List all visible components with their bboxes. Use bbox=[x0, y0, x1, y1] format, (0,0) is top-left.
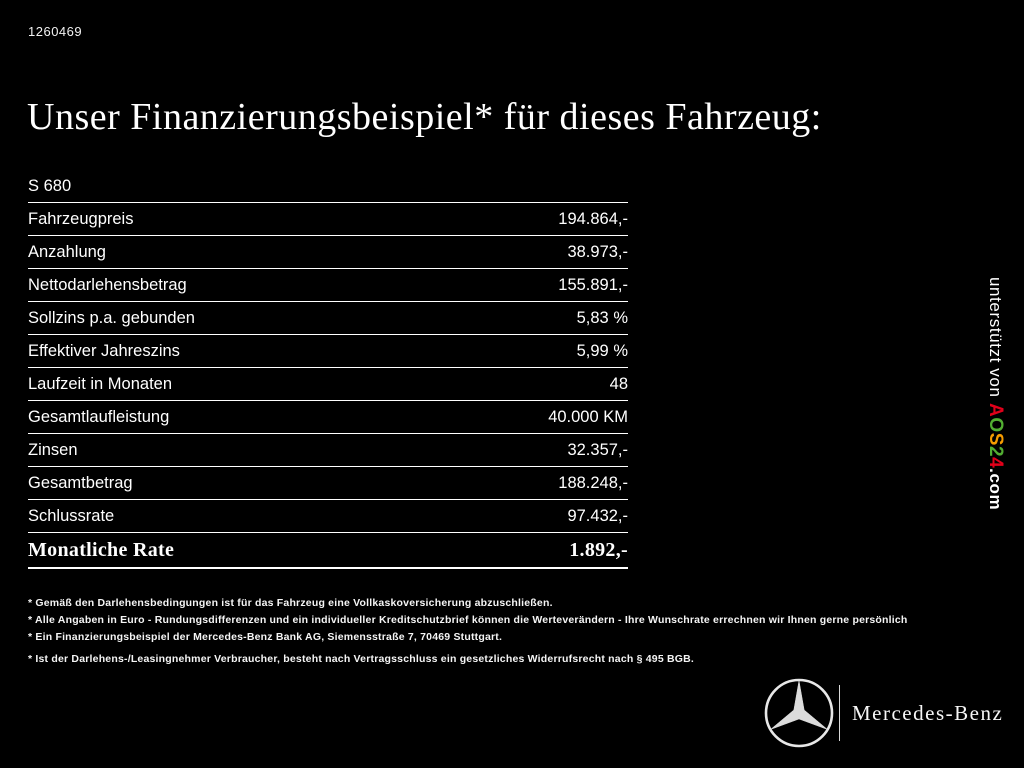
table-row: Sollzins p.a. gebunden 5,83 % bbox=[28, 302, 628, 335]
row-label: Nettodarlehensbetrag bbox=[28, 275, 187, 294]
document-id: 1260469 bbox=[28, 24, 83, 39]
aos24-brand-letter: 2 bbox=[985, 445, 1006, 457]
aos24-domain-suffix: .com bbox=[986, 468, 1005, 511]
monthly-rate-row: Monatliche Rate 1.892,- bbox=[28, 533, 628, 569]
aos24-brand-letter: O bbox=[985, 417, 1006, 433]
monthly-rate-label: Monatliche Rate bbox=[28, 538, 175, 561]
row-value: 155.891,- bbox=[558, 275, 628, 294]
row-label: Zinsen bbox=[28, 440, 78, 459]
row-value: 5,83 % bbox=[576, 308, 628, 327]
mercedes-star-icon bbox=[764, 678, 834, 748]
brand-wordmark: Mercedes-Benz bbox=[852, 700, 1004, 725]
row-value: 48 bbox=[609, 374, 628, 393]
table-row: Zinsen 32.357,- bbox=[28, 434, 628, 467]
page-title: Unser Finanzierungsbeispiel* für dieses … bbox=[27, 96, 822, 139]
row-value: 188.248,- bbox=[558, 473, 628, 492]
aos24-vertical-banner: unterstützt von AOS24.com bbox=[984, 277, 1006, 510]
footnotes: * Gemäß den Darlehensbedingungen ist für… bbox=[28, 597, 988, 670]
row-label: Gesamtlaufleistung bbox=[28, 407, 170, 426]
row-label: Schlussrate bbox=[28, 506, 115, 525]
table-row: Gesamtbetrag 188.248,- bbox=[28, 467, 628, 500]
table-row: Fahrzeugpreis 194.864,- bbox=[28, 203, 628, 236]
table-row: Schlussrate 97.432,- bbox=[28, 500, 628, 533]
brand-footer: Mercedes-Benz bbox=[763, 677, 1003, 749]
footer-divider bbox=[839, 685, 840, 741]
row-value: 194.864,- bbox=[558, 209, 628, 228]
table-row: Laufzeit in Monaten 48 bbox=[28, 368, 628, 401]
row-label: Fahrzeugpreis bbox=[28, 209, 134, 228]
table-row: Anzahlung 38.973,- bbox=[28, 236, 628, 269]
model-row: S 680 bbox=[28, 170, 628, 203]
finance-table: S 680 Fahrzeugpreis 194.864,- Anzahlung … bbox=[28, 170, 628, 569]
aos24-logo: AOS24 bbox=[985, 402, 1006, 469]
footnote: * Alle Angaben in Euro - Rundungsdiffere… bbox=[28, 614, 908, 626]
supported-by-text: unterstützt von bbox=[986, 277, 1005, 403]
row-value: 38.973,- bbox=[567, 242, 628, 261]
footnote: * Ein Finanzierungsbeispiel der Mercedes… bbox=[28, 631, 503, 643]
row-label: Laufzeit in Monaten bbox=[28, 374, 173, 393]
table-row: Nettodarlehensbetrag 155.891,- bbox=[28, 269, 628, 302]
footnote: * Ist der Darlehens-/Leasingnehmer Verbr… bbox=[28, 653, 695, 665]
row-value: 97.432,- bbox=[567, 506, 628, 525]
row-label: Sollzins p.a. gebunden bbox=[28, 308, 195, 327]
row-label: Anzahlung bbox=[28, 242, 106, 261]
row-label: Gesamtbetrag bbox=[28, 473, 133, 492]
footnote: * Gemäß den Darlehensbedingungen ist für… bbox=[28, 597, 553, 609]
table-row: Gesamtlaufleistung 40.000 KM bbox=[28, 401, 628, 434]
row-value: 40.000 KM bbox=[548, 407, 628, 426]
row-label: Effektiver Jahreszins bbox=[28, 341, 180, 360]
aos24-brand-letter: S bbox=[985, 432, 1006, 446]
monthly-rate-value: 1.892,- bbox=[569, 538, 628, 561]
aos24-brand-letter: A bbox=[985, 402, 1006, 418]
table-row: Effektiver Jahreszins 5,99 % bbox=[28, 335, 628, 368]
model-name: S 680 bbox=[28, 176, 72, 195]
row-value: 5,99 % bbox=[576, 341, 628, 360]
aos24-brand-letter: 4 bbox=[985, 457, 1006, 469]
row-value: 32.357,- bbox=[567, 440, 628, 459]
